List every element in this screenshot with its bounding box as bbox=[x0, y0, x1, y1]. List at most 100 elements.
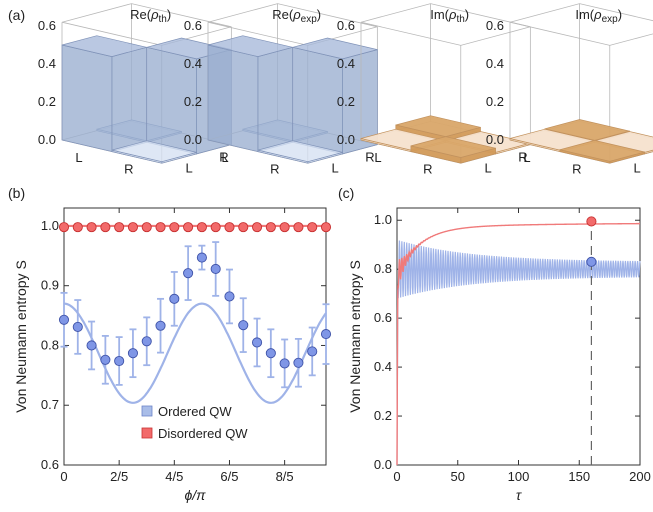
disordered-data-point bbox=[141, 222, 152, 233]
bar-top bbox=[395, 115, 481, 137]
z-tick-label: 0.2 bbox=[38, 94, 56, 109]
title-end: ) bbox=[465, 7, 469, 22]
row-label-L: L bbox=[374, 150, 381, 165]
disordered-data-point bbox=[224, 222, 235, 233]
matrix-title: Re(ρth) bbox=[130, 7, 171, 25]
disordered-data-point bbox=[100, 222, 111, 233]
disordered-data-point bbox=[72, 222, 83, 233]
disordered-data-point bbox=[196, 222, 207, 233]
disordered-data-point bbox=[169, 222, 180, 233]
ordered-data-point bbox=[238, 320, 249, 331]
z-tick-label: 0.0 bbox=[184, 132, 202, 147]
z-tick-label: 0.4 bbox=[38, 56, 56, 71]
disordered-data-point bbox=[114, 222, 125, 233]
row-label-R: R bbox=[124, 161, 133, 176]
ordered-data-point bbox=[265, 348, 276, 359]
row-label-L: L bbox=[221, 150, 228, 165]
z-tick-label: 0.6 bbox=[337, 18, 355, 33]
z-tick-label: 0.6 bbox=[184, 18, 202, 33]
y-axis-label: Von Neumann entropy S bbox=[347, 260, 363, 413]
ordered-curve bbox=[396, 240, 641, 466]
ordered-marker bbox=[586, 256, 597, 267]
disordered-data-point bbox=[252, 222, 263, 233]
title-main: Im( bbox=[575, 7, 594, 22]
z-tick-label: 0.0 bbox=[38, 132, 56, 147]
col-label-R: R bbox=[518, 149, 527, 164]
bar-side-front bbox=[292, 46, 343, 155]
ordered-data-point bbox=[279, 358, 290, 369]
col-label-L: L bbox=[485, 161, 492, 176]
title-main: Im( bbox=[430, 7, 449, 22]
disordered-data-point bbox=[293, 222, 304, 233]
disordered-data-point bbox=[307, 222, 318, 233]
ordered-data-point bbox=[100, 354, 111, 365]
x-tick-label: 150 bbox=[568, 469, 590, 484]
y-tick-label: 0.0 bbox=[374, 457, 392, 472]
title-subscript: exp bbox=[301, 14, 318, 25]
panel-label-c: (c) bbox=[338, 185, 354, 201]
x-axis-label: ϕ/π bbox=[184, 487, 206, 503]
bar-side-front bbox=[61, 44, 113, 153]
bar-side-right bbox=[111, 46, 148, 153]
panel-b-entropy-vs-phase: 0.6 0.7 0.8 0.9 1.0 0 2/5 4/5 6/5 8/5 Ordered QW Di… bbox=[13, 207, 332, 503]
bar-side-right bbox=[257, 46, 294, 153]
y-tick-label: 0.8 bbox=[374, 261, 392, 276]
row-label-L: L bbox=[523, 150, 530, 165]
y-tick-label: 0.6 bbox=[41, 457, 59, 472]
y-tick-label: 0.9 bbox=[41, 278, 59, 293]
legend-swatch bbox=[141, 427, 153, 439]
bar-top bbox=[292, 37, 378, 60]
disordered-data-point bbox=[127, 222, 138, 233]
y-tick-label: 0.6 bbox=[374, 310, 392, 325]
row-label-R: R bbox=[572, 161, 581, 176]
z-tick-label: 0.6 bbox=[486, 18, 504, 33]
ordered-data-point bbox=[320, 329, 332, 340]
x-axis-label: τ bbox=[516, 487, 522, 503]
z-tick-label: 0.2 bbox=[486, 94, 504, 109]
bar-top bbox=[544, 119, 630, 141]
ordered-data-point bbox=[293, 357, 304, 368]
y-tick-label: 0.2 bbox=[374, 408, 392, 423]
title-subscript: exp bbox=[602, 14, 619, 25]
y-tick-label: 1.0 bbox=[41, 218, 59, 233]
disordered-data-point bbox=[265, 222, 276, 233]
col-label-L: L bbox=[332, 161, 339, 176]
legend-swatch bbox=[141, 405, 153, 417]
z-tick-label: 0.4 bbox=[337, 56, 355, 71]
ordered-data-point bbox=[155, 320, 166, 331]
title-subscript: th bbox=[159, 14, 167, 25]
z-tick-label: 0.2 bbox=[337, 94, 355, 109]
ordered-data-point bbox=[224, 291, 235, 302]
z-tick-label: 0.4 bbox=[184, 56, 202, 71]
y-tick-label: 0.8 bbox=[41, 337, 59, 352]
disordered-data-point bbox=[279, 222, 290, 233]
title-end: ) bbox=[167, 7, 171, 22]
box-top bbox=[509, 3, 653, 46]
title-symbol: ρ bbox=[150, 7, 159, 22]
x-tick-label: 200 bbox=[629, 469, 651, 484]
title-symbol: ρ bbox=[292, 7, 301, 22]
z-tick-label: 0.0 bbox=[337, 132, 355, 147]
panel-label-a: (a) bbox=[8, 7, 25, 23]
col-label-R: R bbox=[219, 149, 228, 164]
legend-label: Ordered QW bbox=[158, 404, 232, 419]
bar-top bbox=[257, 140, 343, 163]
title-symbol: ρ bbox=[593, 7, 602, 22]
title-end: ) bbox=[317, 7, 321, 22]
ordered-data-point bbox=[58, 314, 70, 325]
bar-side-front bbox=[207, 44, 259, 153]
z-tick-label: 0.4 bbox=[486, 56, 504, 71]
title-symbol: ρ bbox=[448, 7, 457, 22]
disordered-data-point bbox=[183, 222, 194, 233]
ordered-data-point bbox=[86, 340, 97, 351]
plot-frame bbox=[396, 207, 641, 466]
disordered-marker bbox=[586, 216, 597, 227]
ordered-data-point bbox=[141, 336, 152, 347]
matrix-title: Im(ρexp) bbox=[575, 7, 622, 25]
box-top bbox=[207, 3, 378, 46]
y-tick-label: 0.4 bbox=[374, 359, 392, 374]
title-main: Re( bbox=[272, 7, 294, 22]
ordered-data-point bbox=[196, 252, 207, 263]
x-tick-label: 0 bbox=[393, 469, 400, 484]
